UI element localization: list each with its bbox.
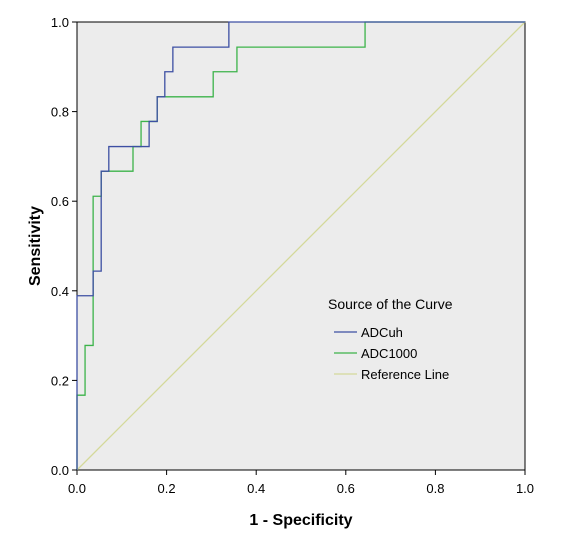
x-tick-label: 0.8 [426, 481, 444, 496]
y-tick-label: 0.8 [51, 105, 69, 120]
y-tick-label: 0.0 [51, 463, 69, 478]
legend-label: Reference Line [361, 367, 449, 382]
x-tick-label: 0.6 [337, 481, 355, 496]
legend: Source of the Curve ADCuh ADC1000 Referenc… [328, 296, 453, 382]
y-tick-label: 0.6 [51, 194, 69, 209]
series-layer [76, 21, 526, 471]
x-tick-label: 0.2 [158, 481, 176, 496]
legend-title: Source of the Curve [328, 296, 453, 312]
x-tick-label: 0.4 [247, 481, 265, 496]
axes-layer: 0.0 0.2 0.4 0.6 0.8 1.0 0.0 0.2 0.4 0.6 0.8 1.0 [51, 15, 534, 496]
legend-label: ADC1000 [361, 346, 417, 361]
x-tick-label: 1.0 [516, 481, 534, 496]
x-axis-title: 1 - Specificity [249, 512, 352, 529]
x-tick-label: 0.0 [68, 481, 86, 496]
legend-items: ADCuh ADC1000 Reference Line [334, 325, 449, 382]
y-axis-title: Sensitivity [27, 206, 44, 286]
y-tick-label: 0.4 [51, 284, 69, 299]
series-line-reference-line [76, 21, 526, 471]
y-tick-label: 0.2 [51, 373, 69, 388]
y-tick-label: 1.0 [51, 15, 69, 30]
legend-label: ADCuh [361, 325, 403, 340]
series-line-adcuh [76, 21, 525, 470]
